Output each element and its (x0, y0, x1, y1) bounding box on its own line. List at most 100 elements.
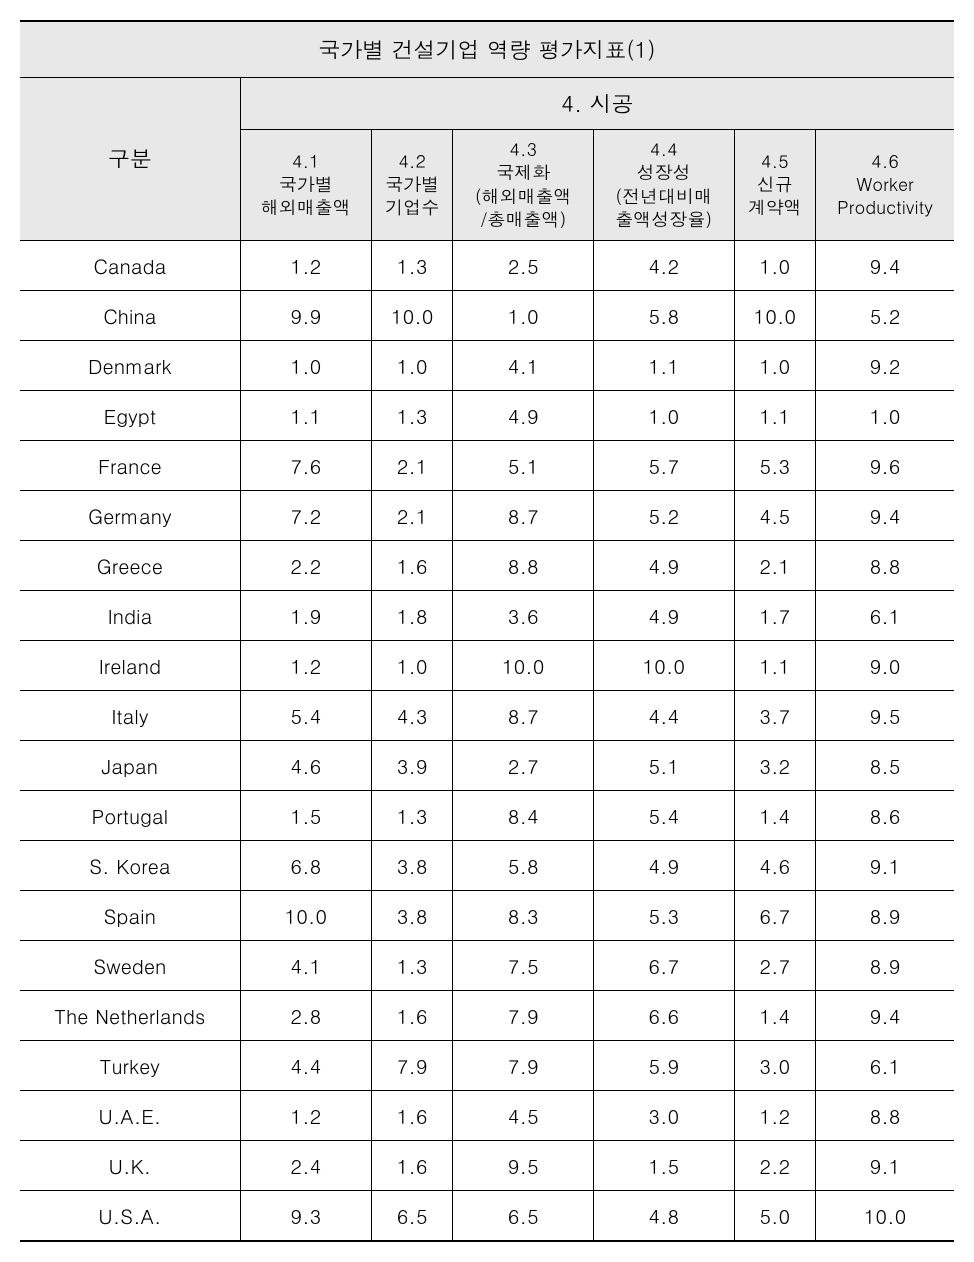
row-header-label: 구분 (20, 78, 240, 241)
value-cell: 1.9 (240, 590, 371, 640)
table-row: Ireland1.21.010.010.01.19.0 (20, 640, 954, 690)
value-cell: 3.9 (371, 740, 453, 790)
value-cell: 8.9 (816, 890, 954, 940)
value-cell: 1.0 (734, 340, 816, 390)
value-cell: 2.1 (734, 540, 816, 590)
value-cell: 1.2 (734, 1090, 816, 1140)
value-cell: 9.1 (816, 1140, 954, 1190)
value-cell: 8.4 (453, 790, 594, 840)
col-label-top: 4.3 (455, 138, 591, 161)
value-cell: 8.9 (816, 940, 954, 990)
value-cell: 8.8 (453, 540, 594, 590)
value-cell: 1.1 (734, 640, 816, 690)
value-cell: 4.6 (734, 840, 816, 890)
value-cell: 9.5 (453, 1140, 594, 1190)
value-cell: 4.5 (734, 490, 816, 540)
value-cell: 3.7 (734, 690, 816, 740)
value-cell: 1.4 (734, 990, 816, 1040)
value-cell: 4.9 (593, 590, 734, 640)
country-cell: Italy (20, 690, 240, 740)
country-cell: Japan (20, 740, 240, 790)
value-cell: 1.0 (240, 340, 371, 390)
value-cell: 2.1 (371, 440, 453, 490)
table-row: Turkey4.47.97.95.93.06.1 (20, 1040, 954, 1090)
value-cell: 3.8 (371, 840, 453, 890)
table-row: Italy5.44.38.74.43.79.5 (20, 690, 954, 740)
value-cell: 1.3 (371, 240, 453, 290)
value-cell: 6.6 (593, 990, 734, 1040)
col-label-mid: 신규 (737, 173, 814, 196)
value-cell: 5.3 (734, 440, 816, 490)
value-cell: 6.1 (816, 590, 954, 640)
value-cell: 9.4 (816, 490, 954, 540)
column-header-4.6: 4.6WorkerProductivity (816, 130, 954, 241)
country-cell: Canada (20, 240, 240, 290)
country-cell: The Netherlands (20, 990, 240, 1040)
value-cell: 4.5 (453, 1090, 594, 1140)
value-cell: 9.9 (240, 290, 371, 340)
column-header-4.5: 4.5신규계약액 (734, 130, 816, 241)
table-row: The Netherlands2.81.67.96.61.49.4 (20, 990, 954, 1040)
col-label-bot: 기업수 (374, 196, 451, 219)
value-cell: 2.7 (734, 940, 816, 990)
value-cell: 4.9 (593, 540, 734, 590)
country-cell: U.K. (20, 1140, 240, 1190)
value-cell: 9.1 (816, 840, 954, 890)
country-cell: France (20, 440, 240, 490)
table-row: Egypt1.11.34.91.01.11.0 (20, 390, 954, 440)
value-cell: 9.4 (816, 240, 954, 290)
value-cell: 1.0 (371, 640, 453, 690)
column-header-4.1: 4.1국가별해외매출액 (240, 130, 371, 241)
value-cell: 4.4 (240, 1040, 371, 1090)
country-cell: Germany (20, 490, 240, 540)
table-row: Sweden4.11.37.56.72.78.9 (20, 940, 954, 990)
value-cell: 7.2 (240, 490, 371, 540)
value-cell: 10.0 (593, 640, 734, 690)
value-cell: 1.6 (371, 1090, 453, 1140)
value-cell: 1.5 (240, 790, 371, 840)
value-cell: 8.5 (816, 740, 954, 790)
value-cell: 8.7 (453, 690, 594, 740)
value-cell: 4.2 (593, 240, 734, 290)
table-row: Spain10.03.88.35.36.78.9 (20, 890, 954, 940)
value-cell: 1.2 (240, 240, 371, 290)
value-cell: 1.0 (816, 390, 954, 440)
col-label-bot: (해외매출액 (455, 185, 591, 208)
value-cell: 8.6 (816, 790, 954, 840)
table-row: Japan4.63.92.75.13.28.5 (20, 740, 954, 790)
value-cell: 8.7 (453, 490, 594, 540)
value-cell: 1.2 (240, 640, 371, 690)
col-label-top: 4.2 (374, 150, 451, 173)
col-label-mid: 국가별 (243, 173, 369, 196)
value-cell: 5.8 (453, 840, 594, 890)
value-cell: 3.0 (593, 1090, 734, 1140)
table-row: France7.62.15.15.75.39.6 (20, 440, 954, 490)
value-cell: 6.7 (593, 940, 734, 990)
value-cell: 4.8 (593, 1190, 734, 1241)
value-cell: 2.5 (453, 240, 594, 290)
value-cell: 1.1 (734, 390, 816, 440)
value-cell: 1.6 (371, 540, 453, 590)
value-cell: 8.3 (453, 890, 594, 940)
value-cell: 5.9 (593, 1040, 734, 1090)
col-label-bot: (전년대비매 (596, 185, 732, 208)
value-cell: 9.4 (816, 990, 954, 1040)
value-cell: 1.0 (453, 290, 594, 340)
value-cell: 1.6 (371, 1140, 453, 1190)
value-cell: 8.8 (816, 1090, 954, 1140)
col-label-mid: 국가별 (374, 173, 451, 196)
category-header: 4. 시공 (240, 78, 954, 130)
value-cell: 3.2 (734, 740, 816, 790)
value-cell: 10.0 (453, 640, 594, 690)
value-cell: 1.5 (593, 1140, 734, 1190)
evaluation-table: 국가별 건설기업 역량 평가지표(1) 구분 4. 시공 4.1국가별해외매출액… (20, 20, 954, 1242)
country-cell: U.A.E. (20, 1090, 240, 1140)
value-cell: 1.7 (734, 590, 816, 640)
value-cell: 2.4 (240, 1140, 371, 1190)
value-cell: 3.0 (734, 1040, 816, 1090)
value-cell: 4.3 (371, 690, 453, 740)
column-header-4.3: 4.3국제화(해외매출액/총매출액) (453, 130, 594, 241)
value-cell: 5.7 (593, 440, 734, 490)
table-row: Germany7.22.18.75.24.59.4 (20, 490, 954, 540)
value-cell: 3.6 (453, 590, 594, 640)
